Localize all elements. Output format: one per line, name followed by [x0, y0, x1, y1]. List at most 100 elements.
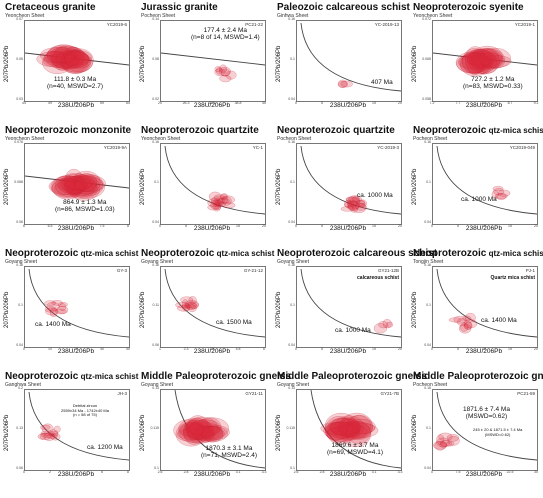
concordia-curve	[433, 52, 537, 66]
error-ellipse	[446, 434, 460, 442]
x-tick-label: 0	[295, 347, 297, 351]
plot-area: YC-2019-13 407 Ma	[296, 20, 402, 102]
x-tick-label: 30	[100, 347, 104, 351]
y-ticks: 0.04 0.1 0.16	[142, 140, 159, 224]
y-tick-label: 0.07	[16, 17, 23, 21]
panel-title-suffix: qtz-mica schist	[486, 249, 543, 258]
x-tick-label: 8	[127, 224, 129, 228]
x-tick-label: 59	[100, 101, 104, 105]
x-tick-label: 15	[508, 224, 512, 228]
x-tick-label: 4	[75, 470, 77, 474]
age-annotation: 1869.6 ± 3.7 Ma (n=69, MSWD=4.1)	[327, 442, 383, 456]
y-tick-label: 0.06	[152, 343, 159, 347]
x-axis-label: 238U/206Pb	[193, 348, 231, 355]
concordia-plot	[164, 268, 265, 338]
x-tick-label: 2.3	[183, 347, 189, 351]
x-tick-label: 15	[372, 224, 376, 228]
inner-note-line: 245 ± 20 & 1871.5 ± 7.4 Ma	[473, 427, 523, 432]
x-ticks: 0 5 10 15 20	[295, 347, 402, 353]
x-tick-label: 0	[295, 224, 297, 228]
y-tick-label: 0.05	[16, 57, 23, 61]
error-ellipse	[337, 79, 348, 89]
y-tick-label: 0.16	[424, 386, 431, 390]
concordia-plot	[161, 52, 265, 83]
error-ellipse	[62, 175, 94, 190]
sheet-label: Goyang Sheet	[141, 382, 173, 388]
plot-area: PC21-59 1871.6 ± 7.4 Ma (MSWD=0.62) 245 ± 2…	[432, 389, 538, 471]
x-axis-label: 238U/206Pb	[329, 348, 367, 355]
x-tick-label: 8.7	[507, 101, 513, 105]
y-tick-label: 0.02	[152, 97, 159, 101]
error-ellipse	[42, 54, 79, 69]
x-tick-label: 2	[49, 470, 51, 474]
x-tick-label: 5	[321, 101, 323, 105]
x-ticks: 0 7.5 15 22.5 30	[431, 470, 538, 476]
error-ellipse	[327, 417, 358, 439]
y-tick-label: 0.04	[288, 220, 295, 224]
y-ticks: 0.058 0.065 0.072	[414, 17, 431, 101]
y-tick-label: 0.14	[152, 17, 159, 21]
chart-panel: Neoproterozoic qtz-mica schist Ganghwa Sh…	[2, 371, 138, 489]
plot-area: YC2019-9A 864.9 ± 1.3 Ma (n=86, MSWD=1.03)	[24, 143, 130, 225]
error-ellipse	[41, 423, 54, 434]
plot-area: GY21-7B 1869.6 ± 3.7 Ma (n=69, MSWD=4.1)	[296, 389, 402, 471]
plot-area: GY-21-12 ca. 1500 Ma	[160, 266, 266, 348]
error-ellipse	[43, 51, 65, 66]
sheet-label: Tongjin Sheet	[413, 259, 444, 265]
chart-panel: Middle Paleoproterozoic gneiss Goyang She…	[138, 371, 291, 489]
error-ellipse	[193, 426, 225, 442]
panel-title: Neoproterozoic quartzite	[141, 125, 259, 136]
x-tick-label: 5	[457, 224, 459, 228]
sample-id: JH-3	[117, 391, 127, 396]
panel-title: Neoproterozoic qtz-mica schist	[5, 371, 139, 382]
y-tick-label: 0.2	[18, 386, 23, 390]
x-axis-label: 238U/206Pb	[465, 102, 503, 109]
x-tick-label: 2.8	[183, 470, 189, 474]
sample-id: YC2019-6	[106, 22, 127, 27]
plot-area: YC2019-049 ca. 1000 Ma	[432, 143, 538, 225]
x-axis-label: 238U/206Pb	[329, 102, 367, 109]
age-annotation-line: ca. 1500 Ma	[216, 319, 252, 326]
concordia-curve	[161, 52, 265, 66]
x-tick-label: 15	[508, 347, 512, 351]
error-ellipse	[378, 321, 389, 329]
error-ellipse	[185, 416, 219, 440]
sample-id: GY21-12B	[377, 268, 399, 273]
x-tick-label: 3	[211, 470, 213, 474]
concordia-curve	[300, 268, 401, 338]
error-ellipse	[345, 196, 360, 203]
error-ellipse	[460, 322, 469, 332]
sample-id: YC-1	[252, 145, 263, 150]
y-tick-label: 0.1	[290, 57, 295, 61]
concordia-plot	[433, 45, 537, 77]
sample-id: YC2019-049	[509, 145, 535, 150]
sample-id: YC-2019-3	[377, 145, 399, 150]
plot-area: YC-2019-3 ca. 1000 Ma	[296, 143, 402, 225]
age-annotation-line: (n=86, MSWD=1.03)	[55, 206, 115, 213]
error-ellipse	[355, 202, 367, 211]
concordia-plot	[173, 390, 265, 469]
age-annotation-line: 111.8 ± 0.3 Ma	[53, 76, 97, 83]
age-annotation-line: (n=71, MSWD=2.4)	[201, 452, 257, 459]
chart-panel: Middle Paleoproterozoic gneiss Goyang She…	[274, 371, 427, 489]
x-tick-label: 20	[398, 101, 402, 105]
error-ellipse	[438, 432, 453, 442]
chart-panel: Neoproterozoic qtz-mica schist Tongjin Sh…	[410, 248, 543, 366]
concordia-plot	[300, 145, 401, 215]
error-ellipse	[340, 80, 353, 88]
y-tick-label: 0.16	[288, 263, 295, 267]
x-ticks: 44 49 54 59 64	[22, 101, 130, 107]
error-ellipse	[59, 303, 67, 311]
x-tick-label: 20	[398, 224, 402, 228]
y-tick-label: 0.16	[424, 263, 431, 267]
sample-id: GY-3	[116, 268, 127, 273]
sheet-label: Yeoncheon Sheet	[5, 136, 45, 142]
x-tick-label: 7.5	[455, 470, 461, 474]
panel-title: Neoproterozoic qtz-mica schist	[5, 248, 139, 259]
concordia-plot	[436, 268, 537, 338]
age-annotation-line: 1871.6 ± 7.4 Ma	[463, 406, 510, 413]
x-tick-label: 49	[48, 101, 52, 105]
chart-panel: Neoproterozoic qtz-mica schist Pocheon Sh…	[410, 125, 543, 243]
sample-id: YC-2019-13	[374, 22, 399, 27]
y-tick-label: 0.16	[288, 17, 295, 21]
